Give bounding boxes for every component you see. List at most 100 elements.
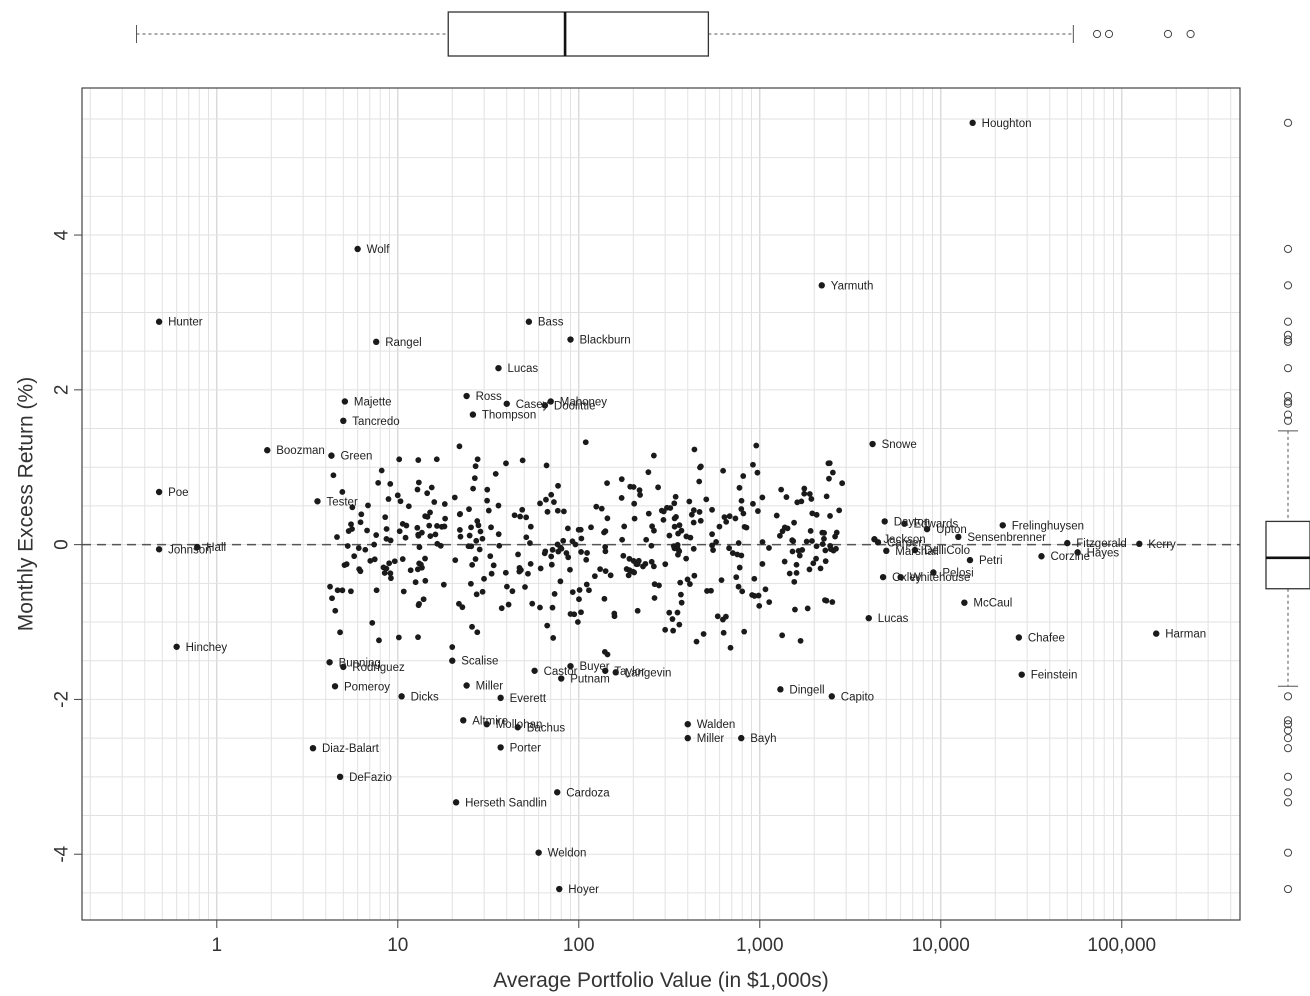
data-point bbox=[155, 318, 163, 325]
background-point bbox=[649, 523, 656, 530]
background-point bbox=[332, 607, 339, 614]
background-point bbox=[330, 472, 337, 479]
background-point bbox=[604, 480, 610, 487]
background-point bbox=[716, 523, 723, 530]
background-point bbox=[713, 538, 719, 545]
right-outlier bbox=[1283, 335, 1293, 344]
background-point bbox=[672, 493, 679, 500]
background-point bbox=[704, 588, 710, 594]
background-point bbox=[604, 651, 611, 658]
background-point bbox=[517, 513, 524, 520]
point-label: Lucas bbox=[878, 613, 909, 625]
background-point bbox=[394, 492, 401, 499]
points bbox=[155, 119, 1160, 893]
background-point bbox=[720, 467, 727, 474]
point-label: Mollohan bbox=[496, 719, 543, 731]
background-point bbox=[473, 537, 480, 544]
data-point bbox=[463, 392, 470, 400]
point-label: Blackburn bbox=[580, 335, 631, 347]
point-label: Doolittle bbox=[554, 400, 596, 412]
point-label: Lucas bbox=[507, 363, 538, 375]
background-point bbox=[427, 509, 433, 516]
background-point bbox=[738, 506, 745, 512]
background-point bbox=[549, 546, 556, 553]
data-point bbox=[1038, 553, 1045, 560]
background-point bbox=[777, 532, 783, 539]
background-point bbox=[810, 560, 817, 567]
data-point bbox=[901, 520, 908, 527]
background-point bbox=[527, 523, 534, 530]
background-point bbox=[809, 538, 815, 544]
background-point bbox=[803, 538, 810, 545]
background-point bbox=[548, 491, 555, 498]
background-point bbox=[488, 524, 494, 531]
data-point bbox=[1136, 540, 1143, 548]
background-point bbox=[396, 528, 403, 535]
background-point bbox=[348, 521, 354, 528]
x-tick-label: 100,000 bbox=[1087, 935, 1156, 956]
right-outlier bbox=[1283, 744, 1293, 753]
background-point bbox=[357, 519, 364, 526]
background-point bbox=[395, 634, 402, 641]
background-point bbox=[337, 629, 343, 636]
background-point bbox=[691, 446, 698, 453]
background-point bbox=[327, 583, 333, 590]
background-point bbox=[422, 513, 429, 520]
data-point bbox=[535, 849, 542, 856]
data-point bbox=[155, 546, 163, 553]
background-point bbox=[557, 578, 564, 585]
background-point bbox=[678, 591, 684, 598]
background-point bbox=[762, 586, 769, 593]
top-outlier bbox=[1104, 29, 1114, 39]
background-point bbox=[551, 590, 558, 597]
background-point bbox=[511, 512, 518, 519]
background-point bbox=[631, 500, 638, 507]
background-point bbox=[441, 523, 448, 530]
point-label: Pomeroy bbox=[344, 681, 390, 693]
background-point bbox=[484, 486, 491, 493]
background-point bbox=[696, 509, 703, 515]
data-point bbox=[999, 522, 1006, 529]
data-point bbox=[567, 662, 574, 670]
point-label: Houghton bbox=[982, 118, 1032, 130]
point-label: Dayton bbox=[894, 516, 930, 528]
background-point bbox=[718, 577, 725, 584]
background-point bbox=[741, 628, 748, 635]
background-point bbox=[582, 439, 589, 446]
right-outlier bbox=[1283, 337, 1293, 346]
right-outlier bbox=[1283, 772, 1293, 781]
point-label: Snowe bbox=[882, 439, 917, 451]
background-point bbox=[484, 497, 490, 504]
background-point bbox=[583, 581, 590, 588]
point-label: McCaul bbox=[973, 598, 1012, 610]
background-point bbox=[676, 621, 683, 628]
background-point bbox=[756, 602, 763, 609]
background-point bbox=[671, 523, 678, 530]
background-point bbox=[472, 556, 479, 562]
background-point bbox=[373, 587, 380, 594]
background-point bbox=[651, 595, 658, 601]
background-point bbox=[488, 570, 495, 577]
background-point bbox=[808, 496, 815, 502]
background-point bbox=[578, 535, 585, 542]
data-point bbox=[155, 488, 163, 496]
background-point bbox=[740, 473, 747, 479]
background-point bbox=[567, 611, 574, 617]
right-outlier bbox=[1283, 244, 1293, 254]
background-point bbox=[479, 588, 486, 595]
data-point bbox=[828, 693, 836, 700]
point-label: Diaz-Balart bbox=[322, 743, 380, 755]
background-point bbox=[636, 487, 643, 494]
data-point bbox=[341, 398, 349, 405]
background-point bbox=[601, 595, 608, 602]
background-point bbox=[334, 534, 340, 540]
background-point bbox=[364, 527, 370, 534]
background-point bbox=[779, 528, 786, 535]
data-point bbox=[556, 885, 563, 893]
point-label: Hunter bbox=[168, 317, 203, 329]
data-point bbox=[354, 245, 361, 253]
point-label: Yarmuth bbox=[831, 280, 874, 292]
background-point bbox=[403, 522, 410, 529]
data-point bbox=[483, 720, 490, 728]
background-point bbox=[554, 541, 561, 548]
